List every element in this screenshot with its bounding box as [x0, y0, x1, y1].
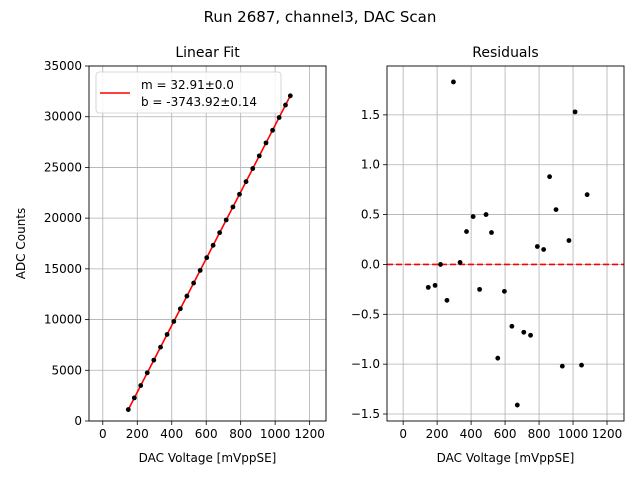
y-tick-label: −0.5 [351, 307, 380, 321]
fit-line [127, 95, 292, 410]
data-point [237, 191, 242, 197]
data-point [243, 179, 249, 185]
legend-entry-slope: m = 32.91±0.0 [141, 78, 234, 92]
data-point [177, 306, 183, 312]
axes-frame [88, 65, 327, 422]
data-point [470, 214, 476, 219]
y-tick-label: 1.5 [361, 108, 380, 122]
x-tick-label: 800 [528, 427, 551, 441]
y-tick-label: −1.5 [351, 407, 380, 421]
data-point [509, 323, 515, 329]
data-point [191, 280, 197, 286]
data-point [283, 102, 288, 108]
data-point [158, 344, 163, 350]
y-tick-label: 35000 [44, 59, 82, 73]
x-tick-label: 1200 [592, 427, 623, 441]
residuals-panel: 0 200 400 600 800 1000 1200 −1.5 −1.0 −0.5 0.0 0.5 1… [351, 45, 625, 465]
data-point [223, 217, 229, 223]
data-point [164, 332, 170, 337]
y-tick-label: 0.5 [361, 208, 380, 222]
x-tick-label: 800 [229, 427, 252, 441]
data-point [464, 229, 469, 234]
data-point [210, 242, 216, 248]
x-tick-label: 600 [494, 427, 517, 441]
data-point [270, 127, 275, 133]
x-axis-label: DAC Voltage [mVppSE] [437, 451, 575, 465]
data-point [451, 79, 456, 85]
legend-box [95, 71, 282, 114]
data-point [256, 153, 262, 159]
y-tick-label: −1.0 [351, 357, 380, 371]
data-point [572, 109, 578, 115]
x-tick-label: 1000 [558, 427, 589, 441]
data-point [534, 244, 540, 249]
data-point [457, 260, 463, 265]
data-point [263, 140, 269, 146]
x-tick-label: 600 [195, 427, 218, 441]
y-tick-label: 25000 [44, 160, 82, 174]
x-tick-label: 1000 [260, 427, 291, 441]
x-tick-label: 0 [399, 427, 407, 441]
data-point [579, 362, 584, 368]
data-point [547, 174, 552, 180]
x-tick-label: 0 [99, 427, 107, 441]
y-tick-label: 10000 [44, 313, 82, 327]
x-tick-label: 200 [126, 427, 149, 441]
data-point [438, 262, 443, 267]
x-tick-label: 200 [426, 427, 449, 441]
data-point [184, 293, 190, 299]
y-tick-label: 20000 [44, 211, 82, 225]
data-point [217, 230, 223, 236]
x-tick-label: 400 [460, 427, 483, 441]
data-point [584, 192, 590, 198]
axes-frame [386, 65, 625, 422]
data-point [541, 247, 547, 252]
data-point [131, 395, 137, 401]
y-tick-label: 5000 [51, 363, 82, 377]
data-point [230, 204, 236, 210]
axes-title: Residuals [472, 45, 538, 61]
data-point [151, 357, 157, 363]
data-point [559, 363, 565, 369]
y-axis-label: ADC Counts [14, 208, 28, 280]
data-point [144, 370, 150, 376]
data-point [501, 288, 507, 294]
data-point [566, 238, 572, 243]
y-tick-label: 15000 [44, 262, 82, 276]
x-axis-label: DAC Voltage [mVppSE] [139, 451, 277, 465]
data-point [521, 329, 527, 335]
data-point [138, 383, 144, 388]
data-point [287, 93, 293, 99]
x-tick-label: 400 [160, 427, 183, 441]
data-point [489, 230, 494, 235]
data-point [514, 402, 520, 408]
data-point [125, 407, 131, 412]
data-point [444, 297, 450, 303]
data-point [276, 115, 282, 120]
legend-entry-intercept: b = -3743.92±0.14 [141, 95, 257, 109]
data-point [425, 284, 431, 290]
data-point [483, 212, 489, 217]
x-tick-label: 1200 [294, 427, 325, 441]
linear-fit-panel: 0 200 400 600 800 1000 1200 0 5000 10000 15000 2000… [14, 45, 327, 465]
data-point [477, 286, 482, 292]
y-tick-label: 0 [74, 414, 82, 428]
data-point [171, 319, 177, 324]
y-tick-label: 1.0 [361, 158, 380, 172]
y-tick-label: 30000 [44, 110, 82, 124]
data-point [495, 355, 501, 361]
data-point [528, 332, 533, 338]
figure-title: Run 2687, channel3, DAC Scan [204, 8, 437, 26]
legend: m = 32.91±0.0 b = -3743.92±0.14 [95, 71, 282, 114]
axes-title: Linear Fit [175, 45, 240, 61]
data-point [553, 207, 559, 212]
data-point [204, 255, 210, 261]
data-point [197, 267, 203, 273]
y-tick-label: 0.0 [361, 257, 380, 271]
data-point [432, 282, 438, 288]
data-point [250, 166, 256, 171]
